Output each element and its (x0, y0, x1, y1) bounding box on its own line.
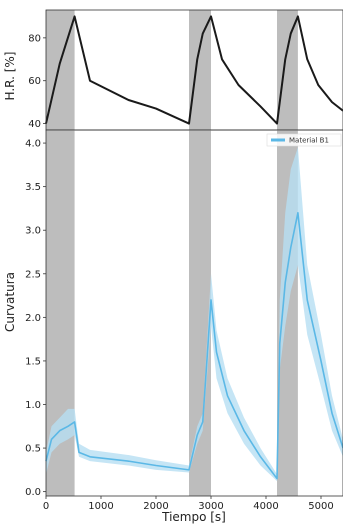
humidity-panel: 40 60 80 (28, 9, 343, 131)
bottom-xlabel: Tiempo [s] (161, 510, 226, 524)
ytick-label-6: 3.0 (25, 226, 41, 237)
ytick-label-7: 3.5 (25, 182, 41, 193)
shaded-interval-1 (189, 130, 211, 496)
confidence-band-0 (46, 147, 343, 482)
ytick-label-8: 4.0 (25, 139, 41, 150)
xtick-label-2: 2000 (143, 501, 168, 512)
ytick-label-3: 1.5 (25, 356, 41, 367)
shaded-interval-1 (189, 10, 211, 130)
xtick-label-0: 0 (43, 501, 49, 512)
xtick-label-4: 4000 (253, 501, 278, 512)
ytick-label-0: 0.0 (25, 487, 41, 498)
xtick-label-1: 1000 (88, 501, 113, 512)
axes-frame (45, 129, 343, 497)
shaded-interval-2 (277, 10, 298, 130)
top-ylabel: H.R. [%] (3, 52, 17, 101)
series-line-0 (45, 211, 343, 480)
ytick-label-0: 40 (28, 119, 41, 130)
ytick-label-5: 2.5 (25, 269, 41, 280)
curvature-panel: 0.0 0.5 1.0 1.5 2.0 2.5 3.0 3.5 4.0 0 1000 2000 3000… (25, 129, 343, 512)
ytick-label-2: 1.0 (25, 400, 41, 411)
legend-label: Material B1 (289, 137, 329, 145)
legend-box (266, 133, 342, 147)
series-line-0 (45, 15, 343, 125)
ytick-label-4: 2.0 (25, 313, 41, 324)
xtick-label-3: 3000 (198, 501, 223, 512)
ytick-label-2: 80 (28, 33, 41, 44)
ytick-label-1: 60 (28, 76, 41, 87)
xtick-label-5: 5000 (308, 501, 333, 512)
bottom-ylabel: Curvatura (3, 272, 17, 332)
ytick-label-1: 0.5 (25, 444, 41, 455)
